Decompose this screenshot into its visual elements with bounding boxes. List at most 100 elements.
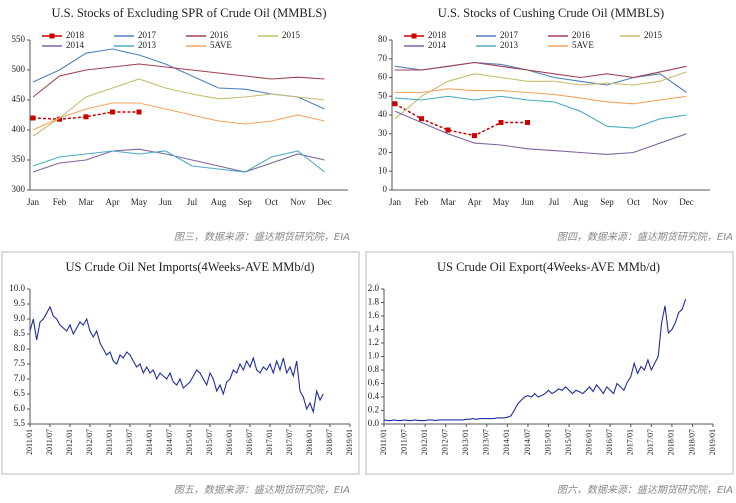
- x-tick-label: 2011/07: [45, 429, 54, 455]
- x-tick-label: 2018/07: [687, 429, 696, 455]
- y-tick-label: 1.2: [368, 337, 379, 347]
- y-tick-label: 8.0: [14, 343, 26, 353]
- x-tick-label: 2016/07: [605, 429, 614, 455]
- chart-title: US Crude Oil Export(4Weeks-AVE MMb/d): [437, 260, 660, 274]
- x-tick-label: Aug: [211, 197, 227, 207]
- series-line: [29, 305, 324, 415]
- chart-frame: [365, 251, 734, 475]
- x-tick-label: 2017/07: [646, 429, 655, 455]
- x-tick-label: 2017/01: [626, 429, 635, 455]
- y-tick-label: 40: [378, 109, 388, 119]
- x-tick-label: Jul: [187, 197, 198, 207]
- caption: 图六，数据来源：盛达期货研究院，EIA: [557, 484, 733, 496]
- x-tick-label: Oct: [627, 197, 640, 207]
- series-line: [32, 148, 325, 173]
- y-tick-label: 0.2: [368, 405, 379, 415]
- series-line: [395, 88, 687, 105]
- y-tick-label: 2.0: [368, 283, 380, 293]
- x-tick-label: Jun: [521, 197, 534, 207]
- point-marker: [525, 120, 530, 125]
- series-line: [394, 110, 687, 155]
- y-tick-label: 9.5: [14, 298, 26, 308]
- legend-swatch: [411, 33, 417, 39]
- y-tick-label: 70: [378, 53, 388, 63]
- series-line: [32, 102, 325, 131]
- y-tick-label: 0.0: [368, 418, 380, 428]
- x-tick-label: 2014/07: [523, 429, 532, 455]
- point-marker: [136, 109, 142, 115]
- x-tick-label: 2016/07: [245, 429, 254, 455]
- x-tick-label: 2019/01: [708, 429, 717, 455]
- series-line: [394, 61, 687, 93]
- x-tick-label: Jun: [159, 197, 172, 207]
- x-tick-label: 2011/01: [379, 429, 388, 455]
- series-line: [395, 61, 687, 79]
- x-tick-label: 2011/01: [25, 429, 34, 455]
- legend-label: 5AVE: [210, 40, 232, 50]
- y-tick-label: 1.4: [368, 324, 380, 334]
- y-tick-label: 6.5: [14, 388, 26, 398]
- x-tick-label: 2015/07: [205, 429, 214, 455]
- y-tick-label: 5.5: [14, 418, 26, 428]
- x-tick-label: 2011/07: [399, 429, 408, 455]
- y-tick-label: 10.0: [9, 283, 25, 293]
- legend-label: 2013: [138, 40, 157, 50]
- legend-label: 2016: [572, 30, 591, 40]
- point-marker: [392, 101, 398, 107]
- point-marker: [83, 114, 89, 120]
- y-tick-label: 7.5: [14, 358, 26, 368]
- x-tick-label: 2015/01: [543, 429, 552, 455]
- legend-label: 2017: [500, 30, 519, 40]
- x-tick-label: 2013/07: [482, 429, 491, 455]
- y-tick-label: 60: [378, 72, 388, 82]
- series-line: [32, 78, 325, 137]
- y-tick-label: 9.0: [14, 313, 26, 323]
- point-marker: [472, 133, 477, 139]
- x-tick-label: 2017/01: [265, 429, 274, 455]
- x-tick-label: 2012/07: [85, 429, 94, 455]
- series-line: [394, 71, 687, 120]
- x-tick-label: 2012/07: [441, 429, 450, 455]
- x-tick-label: Jan: [389, 197, 401, 207]
- caption: 图四，数据来源：盛达期货研究院，EIA: [557, 231, 733, 243]
- x-tick-label: 2018/01: [305, 429, 314, 455]
- chart-frame: [1, 251, 360, 475]
- x-tick-label: Sep: [600, 197, 614, 207]
- legend-label: 2015: [282, 30, 301, 40]
- y-tick-label: 0.8: [368, 364, 380, 374]
- x-tick-label: 2017/07: [285, 429, 294, 455]
- y-tick-label: 350: [12, 154, 26, 164]
- legend-label: 5AVE: [572, 40, 594, 50]
- y-tick-label: 0.4: [368, 391, 380, 401]
- point-marker: [110, 109, 115, 115]
- chart-title: U.S. Stocks of Cushing Crude Oil (MMBLS): [438, 6, 664, 20]
- x-tick-label: 2013/01: [461, 429, 470, 455]
- series-line: [394, 95, 687, 129]
- legend-label: 2014: [428, 40, 447, 50]
- y-tick-label: 30: [378, 128, 388, 138]
- caption: 图五，数据来源：盛达期货研究院，EIA: [174, 484, 350, 496]
- point-marker: [419, 116, 424, 122]
- x-tick-label: Jul: [549, 197, 560, 207]
- x-tick-label: Sep: [238, 197, 252, 207]
- y-tick-label: 6.0: [14, 403, 26, 413]
- y-tick-label: 1.0: [368, 351, 380, 361]
- y-tick-label: 500: [12, 64, 26, 74]
- x-tick-label: Nov: [290, 197, 306, 207]
- legend-label: 2018: [428, 30, 447, 40]
- y-tick-label: 0: [383, 184, 388, 194]
- x-tick-label: 2014/07: [165, 429, 174, 455]
- x-tick-label: 2014/01: [145, 429, 154, 455]
- y-tick-label: 80: [378, 34, 388, 44]
- x-tick-label: 2014/01: [502, 429, 511, 455]
- y-tick-label: 300: [12, 184, 26, 194]
- caption: 图三，数据来源：盛达期货研究院，EIA: [174, 231, 350, 243]
- x-tick-label: 2019/01: [345, 429, 354, 455]
- legend-label: 2015: [644, 30, 663, 40]
- x-tick-label: 2016/01: [584, 429, 593, 455]
- x-tick-label: Jan: [27, 197, 39, 207]
- series-line: [32, 150, 325, 173]
- y-tick-label: 50: [378, 90, 388, 100]
- x-tick-label: Mar: [79, 197, 94, 207]
